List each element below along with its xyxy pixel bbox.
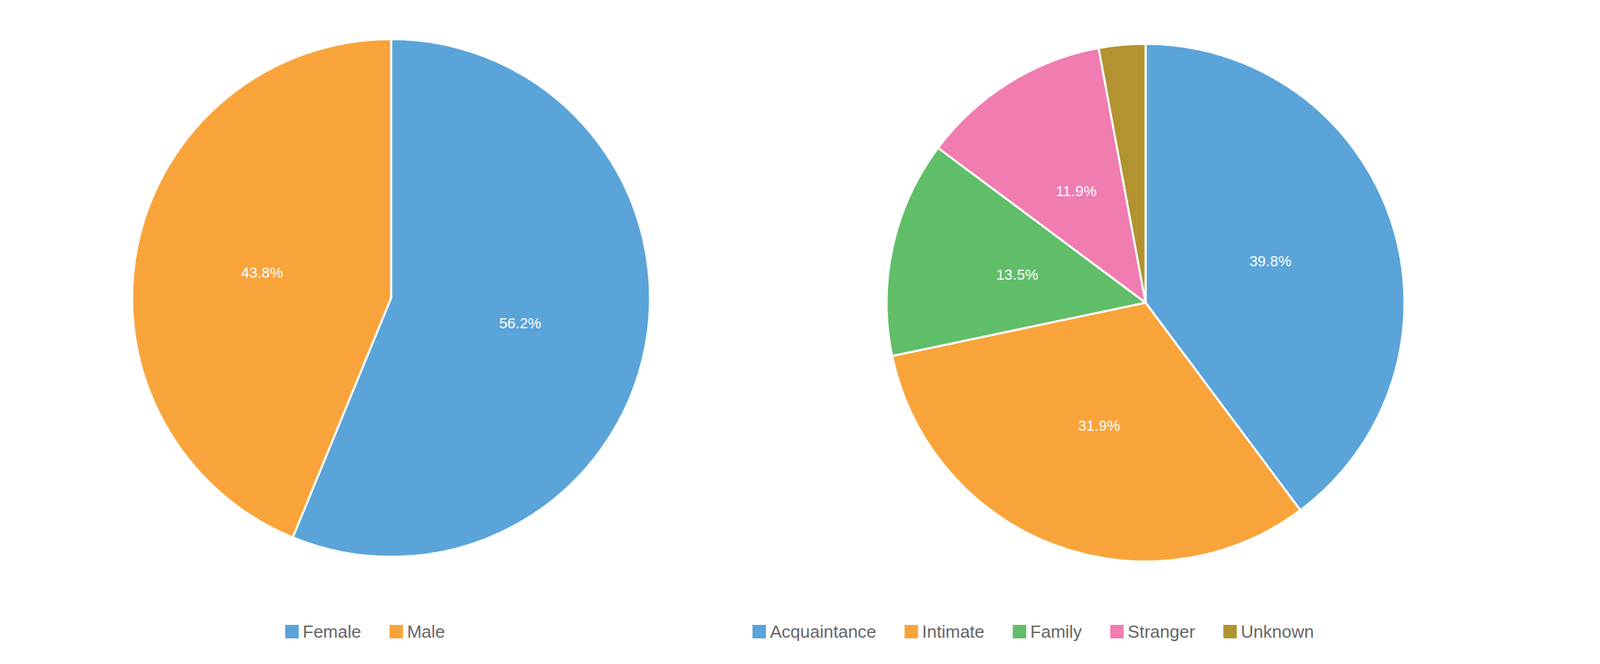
- svg-text:Male: Male: [407, 621, 446, 642]
- svg-text:31.9%: 31.9%: [1078, 417, 1120, 435]
- svg-text:56.2%: 56.2%: [498, 314, 541, 332]
- svg-text:43.8%: 43.8%: [240, 264, 283, 282]
- svg-text:Acquaintance: Acquaintance: [769, 621, 877, 642]
- svg-text:Family: Family: [1030, 621, 1083, 642]
- svg-text:11.9%: 11.9%: [1055, 182, 1098, 200]
- svg-text:Stranger: Stranger: [1128, 621, 1196, 642]
- svg-text:39.8%: 39.8%: [1249, 252, 1292, 270]
- svg-text:13.5%: 13.5%: [995, 266, 1038, 284]
- svg-text:Female: Female: [302, 621, 362, 642]
- svg-text:Intimate: Intimate: [922, 621, 986, 642]
- svg-text:Unknown: Unknown: [1240, 621, 1314, 642]
